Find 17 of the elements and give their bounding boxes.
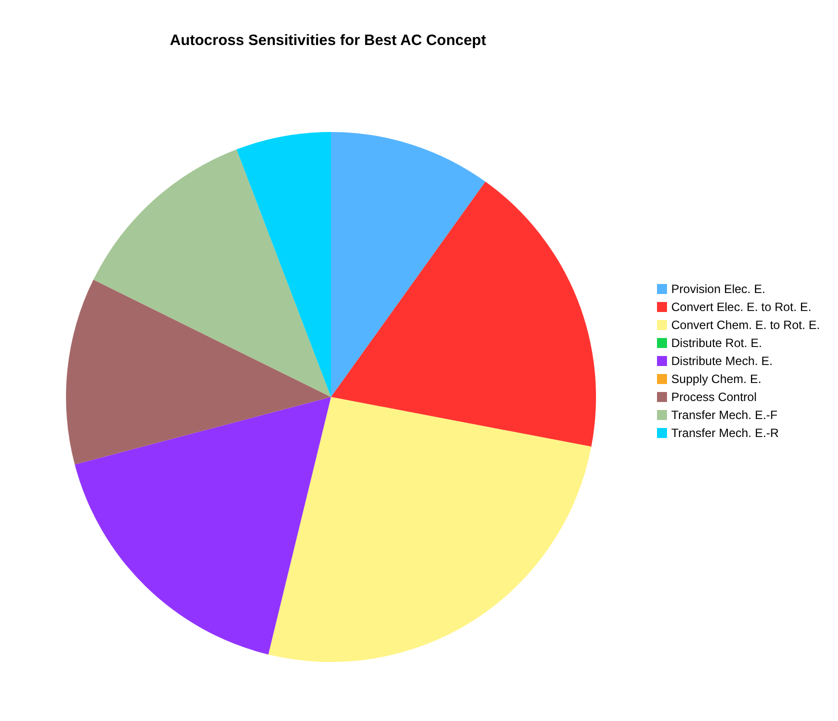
legend-label: Distribute Mech. E. <box>671 354 773 368</box>
legend-label: Provision Elec. E. <box>671 282 766 296</box>
legend-label: Convert Chem. E. to Rot. E. <box>671 318 820 332</box>
legend-label: Transfer Mech. E.-R <box>671 426 779 440</box>
pie-slice <box>236 132 331 397</box>
chart-title: Autocross Sensitivities for Best AC Concept <box>168 32 488 49</box>
pie-slice <box>331 182 596 447</box>
pie-slice <box>74 397 331 654</box>
legend-label: Distribute Rot. E. <box>671 336 762 350</box>
pie-slice <box>268 397 592 662</box>
legend-label: Transfer Mech. E.-F <box>671 408 778 422</box>
legend-label: Process Control <box>671 390 757 404</box>
legend-label: Supply Chem. E. <box>671 372 762 386</box>
pie-slice <box>93 149 331 397</box>
pie-slice <box>331 132 486 397</box>
pie-slice <box>66 280 331 465</box>
legend-label: Convert Elec. E. to Rot. E. <box>671 300 812 314</box>
